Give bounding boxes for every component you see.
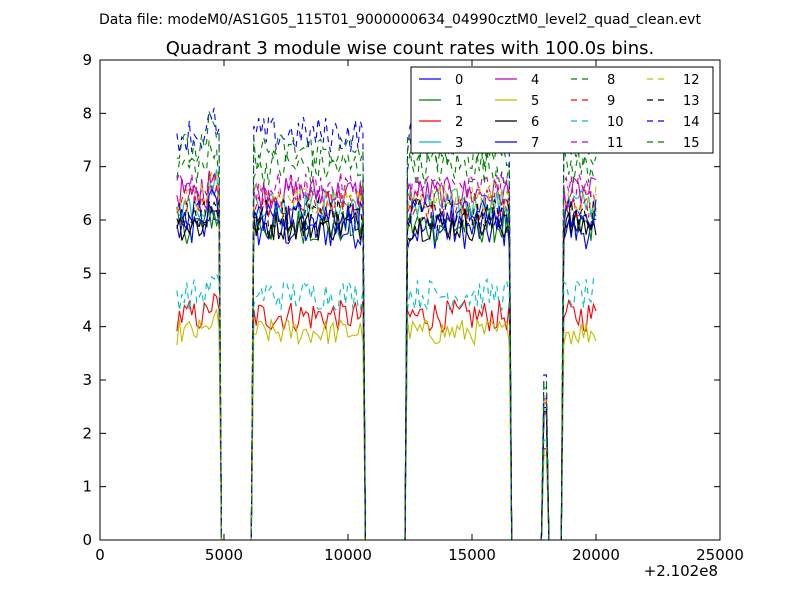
series-line-4 <box>176 176 597 541</box>
series-line-8 <box>176 140 597 541</box>
series-line-7 <box>176 188 597 541</box>
series-line-10 <box>176 272 597 541</box>
x-tick-label: 15000 <box>448 546 496 564</box>
y-tick-label: 0 <box>82 531 92 549</box>
series-line-15 <box>176 111 597 541</box>
series-line-1 <box>176 204 597 541</box>
x-tick-label: 5000 <box>205 546 243 564</box>
legend-label-11: 11 <box>607 136 624 151</box>
y-tick-label: 9 <box>82 51 92 69</box>
y-tick-label: 7 <box>82 158 92 176</box>
legend-label-14: 14 <box>683 115 700 130</box>
y-tick-label: 4 <box>82 318 92 336</box>
x-tick-label: 20000 <box>572 546 620 564</box>
y-tick-label: 8 <box>82 104 92 122</box>
legend-label-10: 10 <box>607 115 624 130</box>
series-line-0 <box>176 206 597 541</box>
figure-suptitle: Data file: modeM0/AS1G05_115T01_90000006… <box>99 12 701 28</box>
y-tick-label: 2 <box>82 424 92 442</box>
series-line-13 <box>176 197 597 541</box>
legend-label-13: 13 <box>683 94 700 109</box>
legend-label-7: 7 <box>531 136 539 151</box>
y-tick-label: 5 <box>82 264 92 282</box>
legend-box <box>410 66 714 154</box>
plot-frame <box>99 59 721 541</box>
series-line-11 <box>176 171 597 541</box>
series-layer <box>176 107 597 541</box>
series-line-2 <box>176 292 597 541</box>
x-tick-label: 0 <box>95 546 105 564</box>
series-line-6 <box>176 202 597 541</box>
series-line-9 <box>176 170 597 541</box>
legend-label-9: 9 <box>607 94 615 109</box>
y-tick-label: 6 <box>82 211 92 229</box>
series-line-5 <box>176 309 597 541</box>
legend-label-15: 15 <box>683 136 700 151</box>
legend-label-12: 12 <box>683 73 700 88</box>
x-tick-label: 10000 <box>324 546 372 564</box>
series-line-12 <box>176 170 597 541</box>
x-tick-label: 25000 <box>696 546 744 564</box>
y-tick-label: 1 <box>82 478 92 496</box>
series-line-14 <box>176 107 597 541</box>
x-offset-label: +2.102e8 <box>644 562 718 580</box>
chart-title: Quadrant 3 module wise count rates with … <box>166 38 655 59</box>
legend-label-5: 5 <box>531 94 539 109</box>
y-tick-label: 3 <box>82 371 92 389</box>
legend-label-6: 6 <box>531 115 539 130</box>
legend-label-2: 2 <box>455 115 463 130</box>
legend-label-4: 4 <box>531 73 539 88</box>
series-line-3 <box>176 169 597 541</box>
legend-label-0: 0 <box>455 73 463 88</box>
legend-label-8: 8 <box>607 73 615 88</box>
legend-label-3: 3 <box>455 136 463 151</box>
legend-label-1: 1 <box>455 94 463 109</box>
